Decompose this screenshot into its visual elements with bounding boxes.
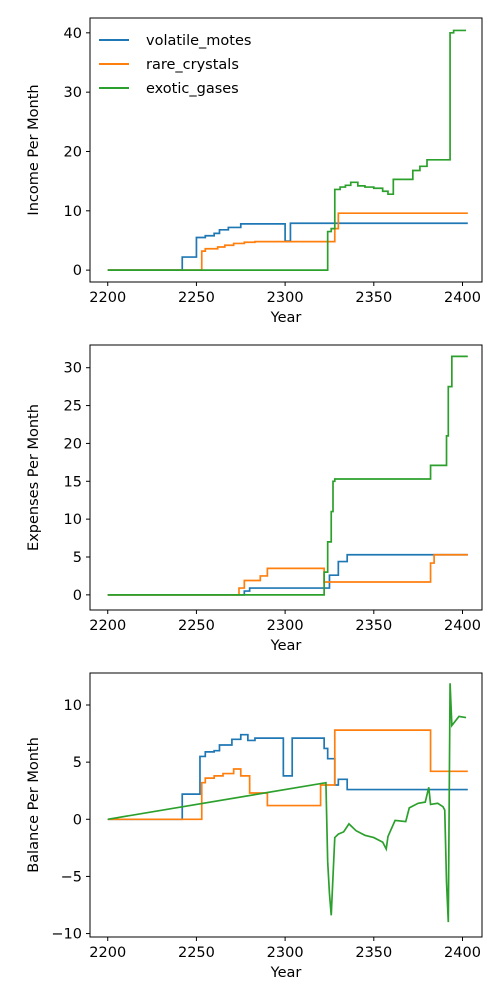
series-line-exotic-gases xyxy=(107,29,467,271)
x-tick-label: 2300 xyxy=(267,618,304,634)
chart-1: 2200 2250 2300 2350 2400 0 10 20 30 40 Year Income … xyxy=(26,17,483,326)
y-tick-label: 15 xyxy=(64,474,82,490)
y-tick-label: 5 xyxy=(73,550,82,566)
series-line-exotic-gases xyxy=(107,355,468,596)
x-tick-label: 2400 xyxy=(444,618,481,634)
y-tick-label: 0 xyxy=(73,812,82,828)
x-tick-label: 2400 xyxy=(444,290,481,306)
plot-frame xyxy=(89,344,483,611)
y-tick-label: 30 xyxy=(64,361,82,377)
x-tick-label: 2250 xyxy=(178,290,215,306)
x-axis-label: Year xyxy=(270,638,302,654)
x-tick-label: 2250 xyxy=(178,945,215,961)
series-line-rare-crystals xyxy=(107,553,468,596)
y-tick-label: 10 xyxy=(64,204,82,220)
x-tick-label: 2300 xyxy=(267,290,304,306)
y-tick-label: −10 xyxy=(51,927,82,943)
legend-label: volatile_motes xyxy=(146,33,251,49)
y-tick-label: 10 xyxy=(64,512,82,528)
y-tick-label: 0 xyxy=(73,263,82,279)
y-tick-label: −5 xyxy=(61,869,82,885)
plot-frame xyxy=(89,672,483,938)
x-tick-label: 2350 xyxy=(355,945,392,961)
x-tick-label: 2200 xyxy=(89,945,126,961)
y-axis-label: Income Per Month xyxy=(26,84,42,215)
x-tick-label: 2200 xyxy=(89,290,126,306)
series-line-volatile-motes xyxy=(107,733,468,821)
chart-3: 2200 2250 2300 2350 2400 −10 −5 0 5 10 Year Balance… xyxy=(26,672,483,981)
series-line-rare-crystals xyxy=(107,212,468,271)
chart-2: 2200 2250 2300 2350 2400 0 5 10 15 20 25 30 Year Expe… xyxy=(26,344,483,654)
x-tick-label: 2200 xyxy=(89,618,126,634)
legend-label: exotic_gases xyxy=(146,81,239,97)
legend: volatile_motes rare_crystals exotic_gases xyxy=(99,33,251,97)
y-tick-label: 10 xyxy=(64,698,82,714)
x-tick-label: 2400 xyxy=(444,945,481,961)
series-line-volatile-motes xyxy=(107,553,468,596)
y-tick-label: 0 xyxy=(73,588,82,604)
x-axis-label: Year xyxy=(270,965,302,981)
series-line-exotic-gases xyxy=(107,683,467,923)
y-tick-label: 20 xyxy=(64,144,82,160)
y-tick-label: 25 xyxy=(64,399,82,415)
series-line-volatile-motes xyxy=(107,222,468,271)
y-tick-label: 5 xyxy=(73,755,82,771)
y-tick-label: 30 xyxy=(64,85,82,101)
y-axis-label: Expenses Per Month xyxy=(26,404,42,551)
x-tick-label: 2250 xyxy=(178,618,215,634)
plot-frame xyxy=(89,17,483,283)
y-tick-label: 20 xyxy=(64,436,82,452)
x-tick-label: 2300 xyxy=(267,945,304,961)
y-axis-label: Balance Per Month xyxy=(26,737,42,873)
x-axis-label: Year xyxy=(270,310,302,326)
legend-label: rare_crystals xyxy=(146,57,239,73)
series-line-rare-crystals xyxy=(107,729,468,821)
y-tick-label: 40 xyxy=(64,26,82,42)
x-tick-label: 2350 xyxy=(355,618,392,634)
x-tick-label: 2350 xyxy=(355,290,392,306)
